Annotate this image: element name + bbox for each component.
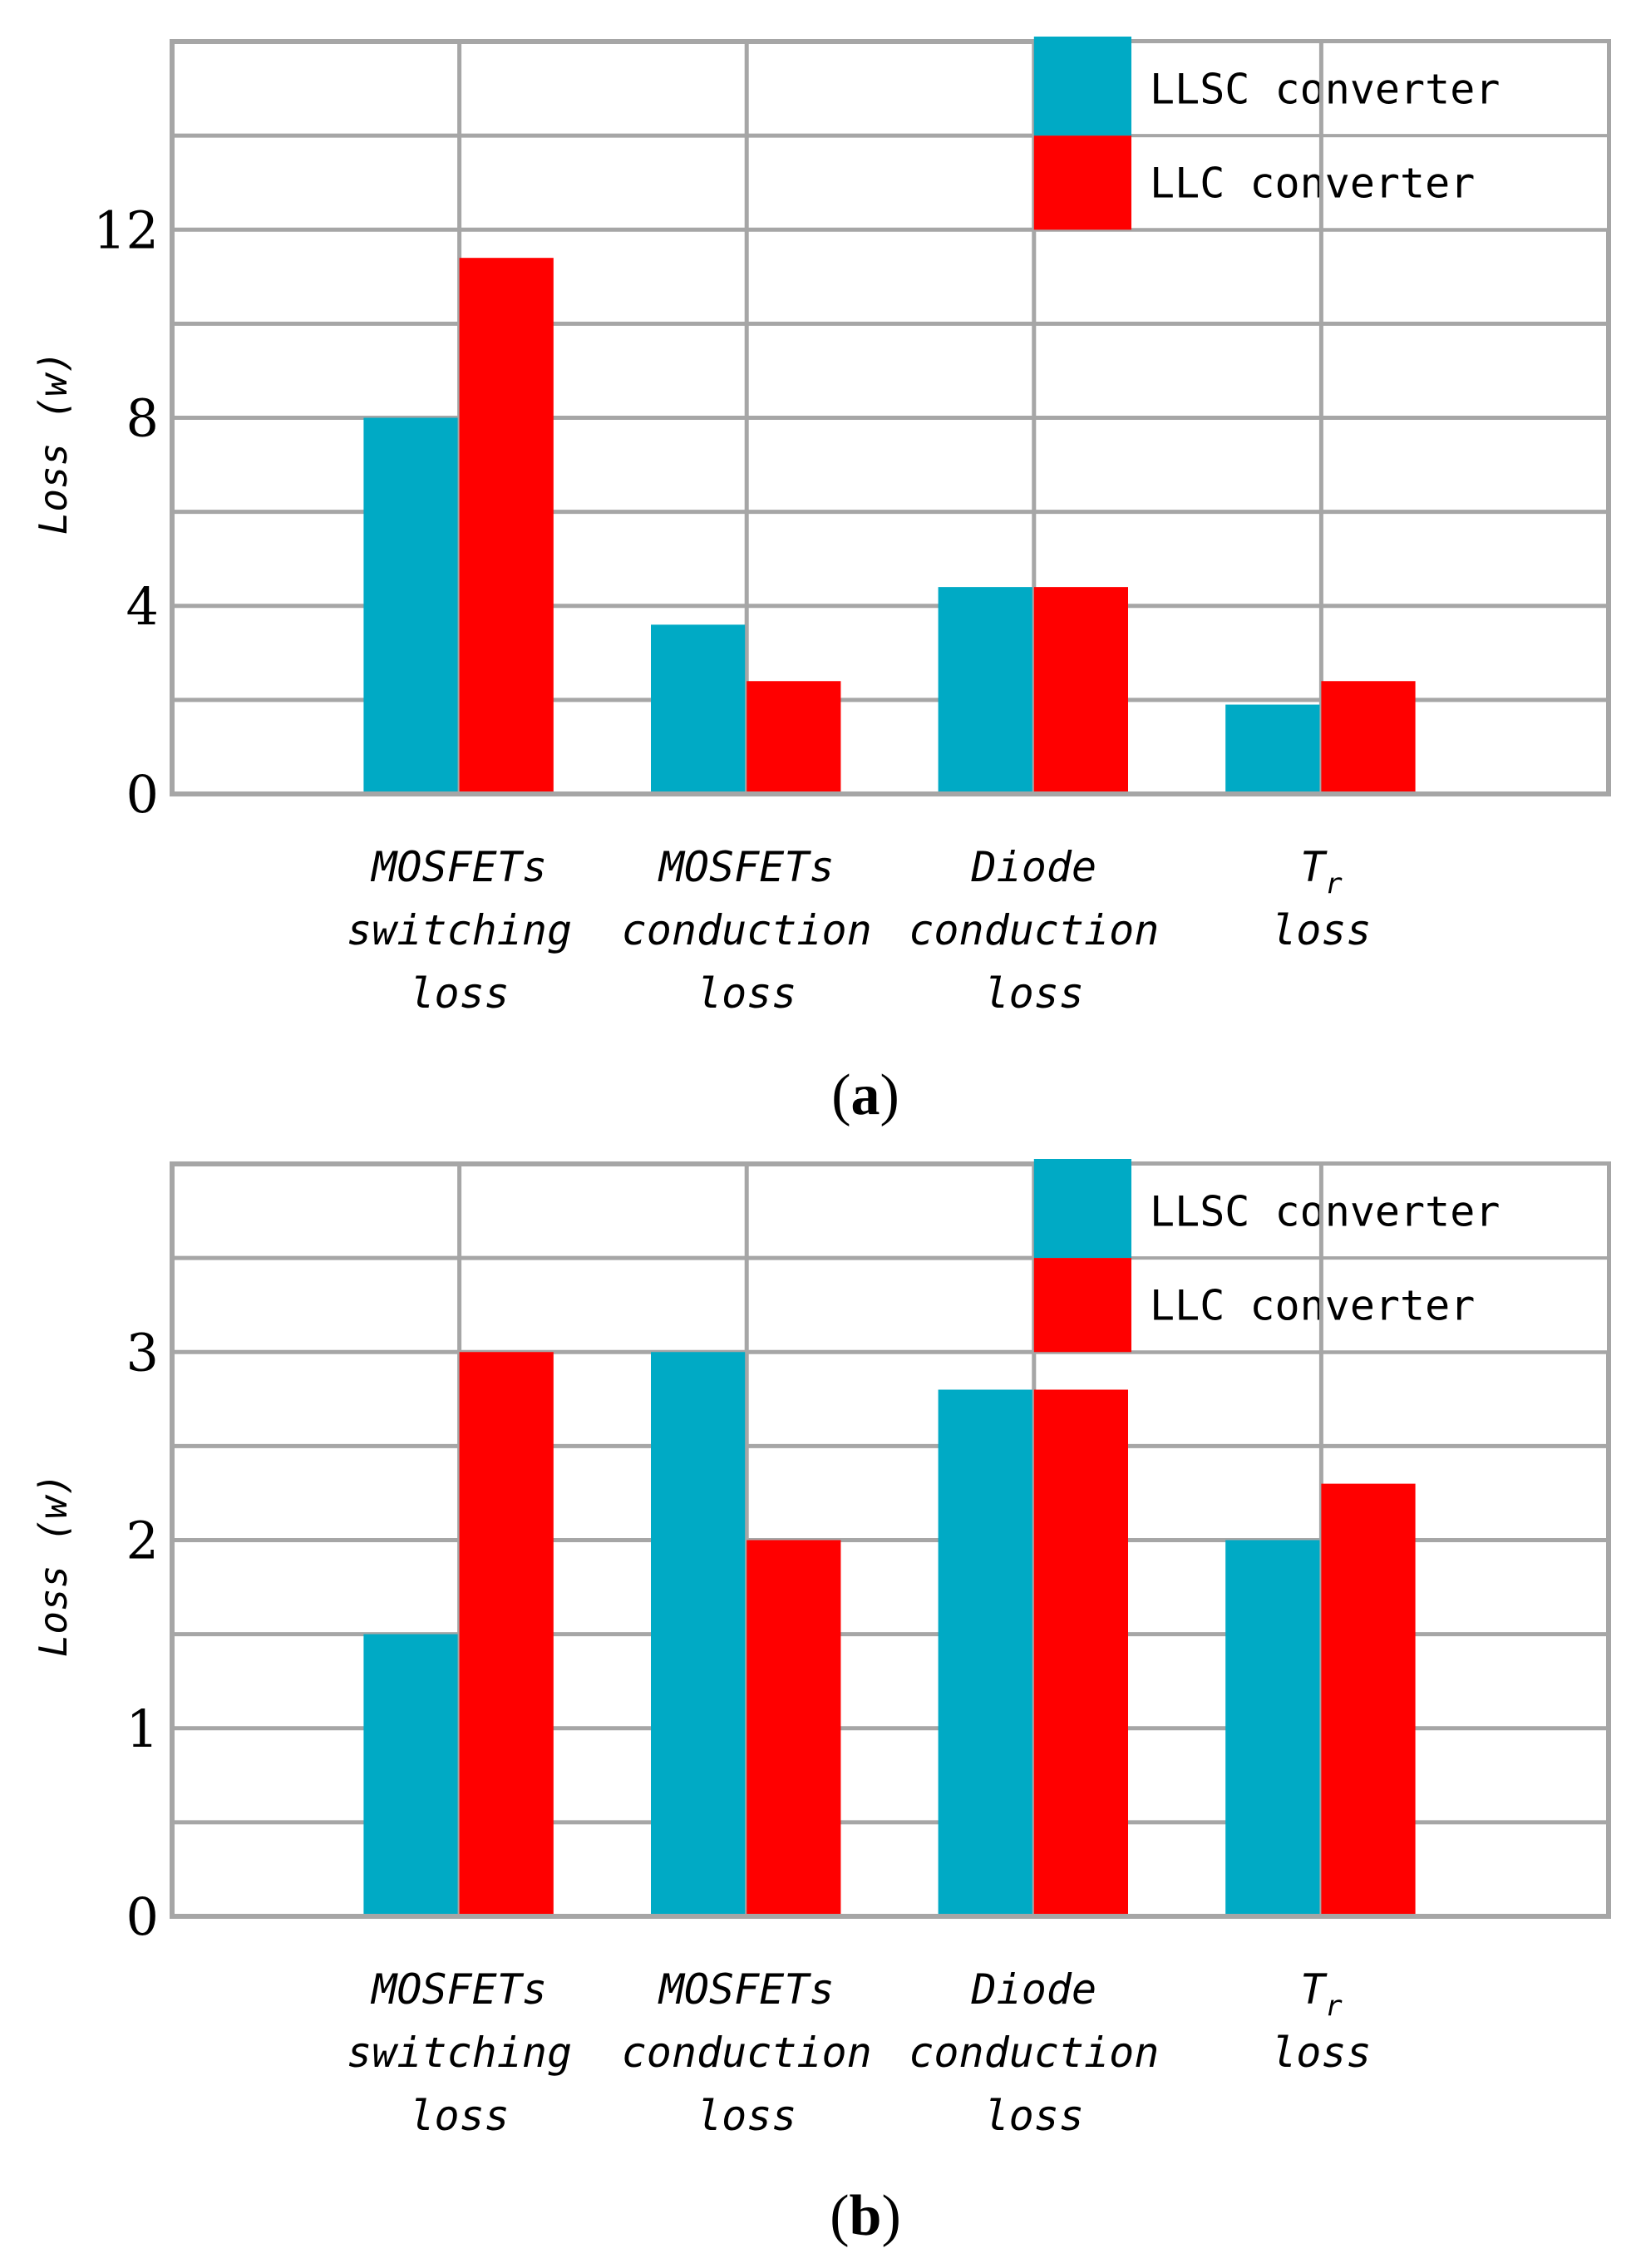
legend: LLSC converter LLC converter (1033, 1159, 1607, 1353)
category-label-line: loss (984, 969, 1084, 1018)
bar-llsc-converter-2 (651, 1352, 746, 1916)
legend-swatch (1033, 1258, 1131, 1353)
panel-label: (b) (830, 2184, 901, 2248)
y-tick-label: 2 (126, 1511, 159, 1571)
y-tick-label: 4 (126, 576, 159, 637)
category-label-line: conduction (622, 906, 872, 954)
category-label-line: loss (409, 2092, 509, 2140)
bar-llsc-converter-3 (938, 1389, 1032, 1916)
category-label-line: loss (697, 2092, 796, 2140)
y-tick-label: 8 (126, 388, 159, 449)
y-tick-label: 1 (126, 1699, 159, 1759)
y-tick-label: 12 (93, 200, 159, 260)
category-label-line: conduction (622, 2029, 872, 2077)
panel-label: (a) (831, 1063, 899, 1127)
bar-llc-converter-3 (1033, 587, 1128, 794)
category-label-4: Tr loss (1271, 1965, 1371, 2077)
legend-label: LLC converter (1150, 1282, 1475, 1330)
legend-swatch (1033, 136, 1131, 230)
bar-llc-converter-2 (747, 1540, 841, 1916)
bar-llsc-converter-4 (1225, 704, 1320, 794)
y-axis-label: Loss (w) (31, 1473, 76, 1658)
legend-label: LLSC converter (1150, 1188, 1500, 1236)
y-axis-label: Loss (w) (31, 351, 76, 535)
category-label-line: switching (347, 906, 572, 954)
bar-llsc-converter-4 (1225, 1540, 1320, 1916)
bar-llsc-converter-3 (938, 587, 1032, 794)
category-label-2: MOSFETs conduction loss (622, 1965, 872, 2140)
legend: LLSC converter LLC converter (1033, 37, 1607, 230)
chart-panel-a: LLSC converter LLC converter 0 4 8 12 Loss (w)… (31, 37, 1611, 1127)
bar-llc-converter-2 (747, 681, 841, 794)
category-label-3: Diode conduction loss (909, 843, 1159, 1018)
category-label-line: Tr (1300, 843, 1343, 900)
y-tick-label: 3 (126, 1322, 159, 1383)
bar-llc-converter-4 (1321, 1483, 1416, 1916)
category-label-line: MOSFETs (370, 1965, 547, 2014)
category-label-line: Diode (971, 843, 1097, 891)
category-label-3: Diode conduction loss (909, 1965, 1159, 2140)
legend-swatch (1033, 37, 1131, 136)
bar-llc-converter-1 (459, 1352, 554, 1916)
chart-panel-b: LLSC converter LLC converter 0 1 2 3 Loss (w) M… (31, 1159, 1611, 2248)
category-label-line: loss (1271, 2029, 1371, 2077)
category-label-2: MOSFETs conduction loss (622, 843, 872, 1018)
legend-label: LLSC converter (1150, 66, 1500, 114)
category-label-line: loss (1271, 906, 1371, 954)
legend-swatch (1033, 1159, 1131, 1259)
bar-llsc-converter-1 (363, 1634, 458, 1916)
plot-frame (170, 1161, 1611, 1919)
category-label-line: MOSFETs (658, 1965, 835, 2014)
category-label-line: loss (984, 2092, 1084, 2140)
category-label-line: loss (697, 969, 796, 1018)
category-label-line: conduction (909, 2029, 1159, 2077)
category-label-line: conduction (909, 906, 1159, 954)
category-label-1: MOSFETs switching loss (347, 843, 572, 1018)
category-label-line: MOSFETs (658, 843, 835, 891)
bar-llsc-converter-2 (651, 624, 746, 794)
category-label-line: loss (409, 969, 509, 1018)
category-label-line: Diode (971, 1965, 1097, 2014)
y-tick-label: 0 (126, 1886, 159, 1947)
bar-llc-converter-4 (1321, 681, 1416, 794)
category-label-line: Tr (1300, 1965, 1343, 2023)
bar-llsc-converter-1 (363, 417, 458, 794)
category-label-line: MOSFETs (370, 843, 547, 891)
category-label-1: MOSFETs switching loss (347, 1965, 572, 2140)
category-label-line: switching (347, 2029, 572, 2077)
plot-frame (170, 39, 1611, 796)
bar-llc-converter-3 (1033, 1389, 1128, 1916)
legend-label: LLC converter (1150, 160, 1475, 208)
category-label-4: Tr loss (1271, 843, 1371, 954)
y-tick-label: 0 (126, 764, 159, 825)
bar-llc-converter-1 (459, 258, 554, 794)
